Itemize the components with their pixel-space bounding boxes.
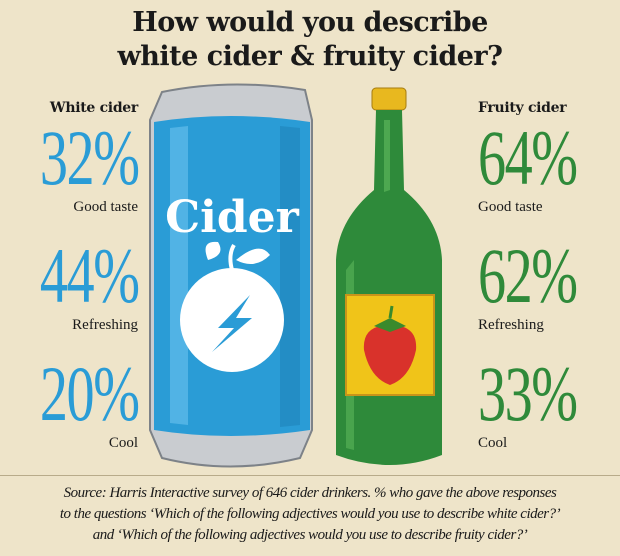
- title-line-2: white cider & fruity cider?: [117, 41, 503, 72]
- stat-value: 62%: [478, 232, 578, 319]
- page-title: How would you describe white cider & fru…: [0, 6, 620, 74]
- stat-label: Good taste: [478, 199, 543, 215]
- white-cider-column: White cider 32% Good taste 44% Refreshin…: [0, 100, 140, 474]
- cider-bottle-illustration: [336, 87, 442, 465]
- cider-illustration: Cider: [149, 83, 442, 468]
- can-text: Cider: [165, 192, 299, 243]
- stat-value: 44%: [39, 232, 140, 319]
- fruity-stat-cool: 33% Cool: [478, 350, 618, 474]
- stat-label: Good taste: [73, 199, 138, 215]
- stat-label: Cool: [478, 435, 508, 451]
- stat-value: 32%: [39, 114, 140, 201]
- stat-value: 33%: [478, 350, 578, 437]
- fruity-stat-good-taste: 64% Good taste: [478, 114, 618, 238]
- white-cider-heading: White cider: [49, 100, 138, 116]
- stat-label: Refreshing: [478, 317, 544, 333]
- title-line-1: How would you describe: [132, 7, 488, 38]
- divider: [0, 475, 620, 476]
- fruity-cider-heading: Fruity cider: [478, 100, 567, 116]
- source-note: Source: Harris Interactive survey of 646…: [0, 483, 620, 546]
- stat-label: Refreshing: [72, 317, 138, 333]
- fruity-cider-column: Fruity cider 64% Good taste 62% Refreshi…: [478, 100, 618, 474]
- apple-lightning-icon: [180, 241, 284, 372]
- cider-can-illustration: Cider: [149, 83, 313, 468]
- white-stat-cool: 20% Cool: [0, 350, 140, 474]
- stat-value: 64%: [478, 114, 578, 201]
- source-line: to the questions ‘Which of the following…: [59, 506, 561, 522]
- source-line: and ‘Which of the following adjectives w…: [92, 527, 528, 543]
- strawberry-icon: [363, 305, 417, 385]
- white-stat-refreshing: 44% Refreshing: [0, 232, 140, 356]
- stat-value: 20%: [39, 350, 140, 437]
- stat-label: Cool: [108, 435, 138, 451]
- white-stat-good-taste: 32% Good taste: [0, 114, 140, 238]
- source-line: Source: Harris Interactive survey of 646…: [63, 485, 557, 501]
- fruity-stat-refreshing: 62% Refreshing: [478, 232, 618, 356]
